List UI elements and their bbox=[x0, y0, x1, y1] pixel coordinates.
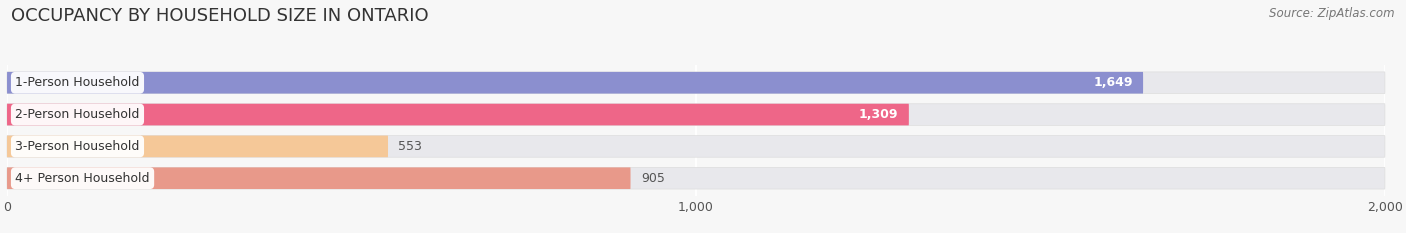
Text: 1,309: 1,309 bbox=[859, 108, 898, 121]
FancyBboxPatch shape bbox=[7, 167, 630, 189]
Text: 4+ Person Household: 4+ Person Household bbox=[15, 172, 150, 185]
FancyBboxPatch shape bbox=[7, 72, 1143, 94]
FancyBboxPatch shape bbox=[7, 104, 908, 125]
FancyBboxPatch shape bbox=[7, 104, 1385, 125]
FancyBboxPatch shape bbox=[7, 167, 1385, 189]
Text: 2-Person Household: 2-Person Household bbox=[15, 108, 139, 121]
FancyBboxPatch shape bbox=[7, 136, 388, 157]
Text: Source: ZipAtlas.com: Source: ZipAtlas.com bbox=[1270, 7, 1395, 20]
FancyBboxPatch shape bbox=[7, 136, 1385, 157]
Text: 3-Person Household: 3-Person Household bbox=[15, 140, 139, 153]
FancyBboxPatch shape bbox=[7, 72, 1385, 94]
Text: 1,649: 1,649 bbox=[1094, 76, 1133, 89]
Text: 553: 553 bbox=[398, 140, 422, 153]
Text: 905: 905 bbox=[641, 172, 665, 185]
Text: OCCUPANCY BY HOUSEHOLD SIZE IN ONTARIO: OCCUPANCY BY HOUSEHOLD SIZE IN ONTARIO bbox=[11, 7, 429, 25]
Text: 1-Person Household: 1-Person Household bbox=[15, 76, 139, 89]
